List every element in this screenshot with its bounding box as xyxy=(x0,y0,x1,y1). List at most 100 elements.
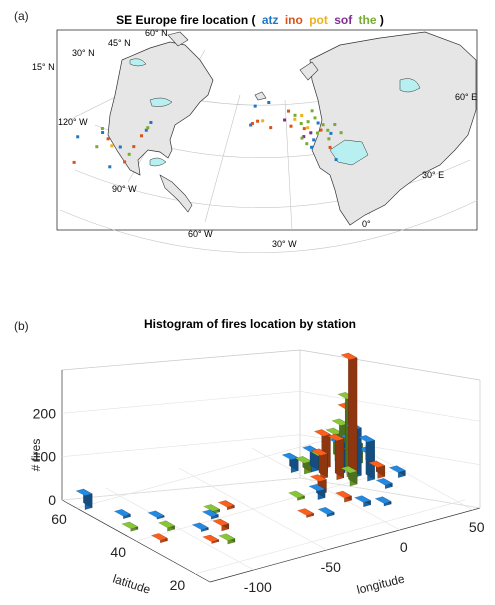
bar-atz xyxy=(354,495,372,508)
wall-gridline-z-right xyxy=(299,477,481,509)
fire-point-atz xyxy=(101,131,105,134)
z-tick-label: 100 xyxy=(33,449,57,465)
label-lon120w: 120° W xyxy=(58,117,88,127)
fire-point-atz xyxy=(310,145,314,149)
fire-point-the xyxy=(313,116,317,120)
fire-point-the xyxy=(299,122,303,125)
fire-point-atz xyxy=(312,138,316,142)
bar-top-face xyxy=(147,510,165,518)
fire-point-pot xyxy=(306,126,310,130)
fire-point-the xyxy=(327,137,331,141)
x-tick-label: 50 xyxy=(469,519,485,535)
map-title-station-pot: pot xyxy=(309,13,328,27)
bar-ino xyxy=(150,533,168,544)
fire-point-atz xyxy=(118,145,122,149)
bar-top-face xyxy=(354,495,372,503)
bar-top-face xyxy=(358,435,376,443)
label-lat45: 45° N xyxy=(108,38,131,48)
wall-gridline-z-right xyxy=(299,391,481,422)
bar-top-face xyxy=(375,478,393,486)
north-america-land xyxy=(107,41,214,176)
fire-point-the xyxy=(305,142,309,146)
fire-point-ino xyxy=(123,160,127,164)
bar-top-face xyxy=(388,465,406,473)
bar-top-face xyxy=(201,509,219,517)
map-title-station-ino: ino xyxy=(285,13,303,27)
map-title-station-atz: atz xyxy=(262,13,279,27)
bar-ino xyxy=(217,500,235,511)
y-tick-label: 60 xyxy=(51,511,67,527)
fire-point-atz xyxy=(253,104,257,108)
canadian-lakes-water xyxy=(129,58,147,67)
bar-ino xyxy=(340,352,358,482)
floor-gridline-lat xyxy=(135,466,407,542)
y-ticks: 20 40 60 xyxy=(51,511,185,593)
fire-point-sof xyxy=(302,135,306,139)
bar-top-face xyxy=(150,533,168,541)
caspian-water xyxy=(399,78,421,93)
bar-the xyxy=(340,465,358,487)
greenland-land xyxy=(167,31,189,47)
bar-ino xyxy=(368,460,386,479)
z-tick-label: 0 xyxy=(48,492,56,508)
map-title-station-sof: sof xyxy=(334,13,353,27)
fire-point-ino xyxy=(269,126,273,130)
bar-top-face xyxy=(217,500,235,508)
bar-top-face xyxy=(121,521,139,529)
wall-gridline-z xyxy=(61,477,301,501)
bar-atz xyxy=(308,483,326,500)
fire-point-pot xyxy=(110,144,114,148)
bar-top-face xyxy=(309,474,327,482)
bar-ino xyxy=(327,433,345,481)
bar-the xyxy=(121,521,139,532)
floor-gridline-lat xyxy=(76,433,347,509)
bar-the xyxy=(218,533,236,545)
fire-point-the xyxy=(326,128,330,132)
z-ticks: 0 100 200 xyxy=(33,405,57,508)
iceland-land xyxy=(254,91,267,101)
fire-point-the xyxy=(95,145,99,149)
label-lat15: 15° N xyxy=(32,62,55,72)
fire-point-the xyxy=(321,123,325,127)
map-title-prefix: SE Europe fire location ( xyxy=(116,13,255,27)
fire-point-atz xyxy=(108,165,112,169)
fire-point-sof xyxy=(283,118,287,122)
fire-point-the xyxy=(127,152,131,156)
bar-top-face xyxy=(374,496,392,504)
x-tick-label: -100 xyxy=(244,579,272,595)
bar-atz xyxy=(358,435,376,482)
fire-point-atz xyxy=(149,121,153,124)
fire-point-the xyxy=(100,127,104,130)
bar-ino xyxy=(311,448,329,480)
fire-point-ino xyxy=(132,145,136,149)
fire-point-the xyxy=(306,120,310,124)
bar-top-face xyxy=(212,518,230,526)
fire-point-the xyxy=(310,109,314,113)
wall-gridline-z xyxy=(61,434,301,457)
bar-top-face xyxy=(297,508,315,516)
x-axis-label: longitude xyxy=(355,571,406,596)
fire-point-the xyxy=(333,123,337,126)
bar-atz xyxy=(113,509,131,519)
bar-atz xyxy=(201,509,219,520)
panel-a-label: (a) xyxy=(14,9,29,23)
fire-point-pot xyxy=(293,117,297,121)
fire-point-ino xyxy=(256,119,260,123)
parallel-30n xyxy=(74,159,471,208)
fire-point-atz xyxy=(144,128,148,132)
british-isles-land xyxy=(299,61,319,81)
fire-point-atz xyxy=(329,131,333,135)
label-lon30e: 30° E xyxy=(422,170,444,180)
fire-point-ino xyxy=(319,128,323,132)
label-lon0: 0° xyxy=(362,219,371,229)
bar-top-face xyxy=(294,456,312,464)
fire-point-ino xyxy=(106,137,110,141)
bar-atz xyxy=(147,510,165,520)
bar-ino xyxy=(212,518,230,532)
bar-top-face xyxy=(340,465,358,474)
eurasia-africa-land xyxy=(309,31,477,226)
great-lakes-water xyxy=(149,97,173,107)
meridian-30w xyxy=(284,99,293,231)
fire-point-atz xyxy=(316,121,320,125)
